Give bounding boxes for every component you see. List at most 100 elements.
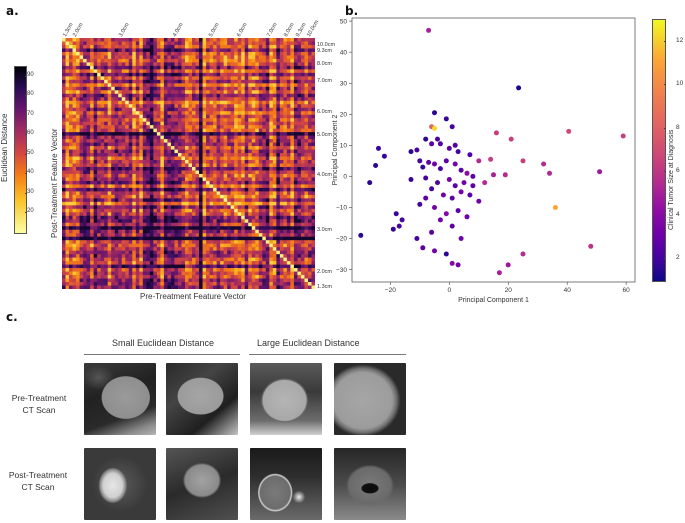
heatmap-cell [293, 86, 298, 91]
heatmap-cell [135, 212, 140, 217]
heatmap-cell [121, 107, 126, 112]
heatmap-cell [100, 229, 105, 234]
heatmap-cell [62, 233, 66, 238]
heatmap-cell [307, 51, 312, 56]
heatmap-cell [297, 55, 302, 60]
heatmap-cell [220, 243, 225, 248]
heatmap-cell [83, 97, 87, 102]
heatmap-cell [149, 107, 154, 112]
heatmap-cell [276, 236, 281, 241]
heatmap-cell [72, 76, 77, 81]
heatmap-cell [234, 114, 239, 119]
heatmap-cell [62, 118, 66, 123]
heatmap-cell [262, 219, 267, 224]
heatmap-cell [86, 233, 91, 238]
heatmap-cell [184, 250, 189, 255]
heatmap-cell [149, 208, 154, 213]
heatmap-cell [255, 201, 260, 206]
heatmap-cell [139, 55, 144, 60]
heatmap-cell [276, 69, 281, 74]
heatmap-cell [76, 132, 80, 137]
heatmap-cell [248, 44, 253, 49]
heatmap-cell [269, 177, 274, 182]
heatmap-cell [241, 243, 246, 248]
heatmap-cell [220, 184, 225, 189]
heatmap-cell [86, 93, 91, 98]
heatmap-cell [76, 201, 80, 206]
heatmap-cell [216, 135, 221, 140]
heatmap-cell [125, 121, 130, 126]
heatmap-cell [304, 76, 309, 81]
heatmap-cell [248, 111, 253, 116]
heatmap-cell [86, 264, 91, 269]
heatmap-cell [163, 240, 168, 245]
heatmap-cell [174, 125, 179, 130]
heatmap-cell [227, 41, 232, 46]
heatmap-cell [202, 226, 207, 231]
heatmap-cell [86, 90, 91, 95]
heatmap-cell [188, 41, 193, 46]
heatmap-cell [111, 212, 116, 217]
heatmap-cell [76, 198, 80, 203]
heatmap-cell [167, 261, 172, 265]
heatmap-cell [230, 97, 235, 102]
heatmap-cell [192, 180, 196, 185]
heatmap-cell [153, 38, 158, 42]
heatmap-cell [153, 226, 158, 231]
heatmap-cell [139, 264, 144, 269]
heatmap-cell [230, 55, 235, 60]
heatmap-cell [244, 62, 249, 67]
heatmap-cell [65, 187, 70, 192]
heatmap-cell [286, 51, 291, 56]
heatmap-cell [265, 104, 270, 109]
heatmap-cell [192, 271, 196, 276]
heatmap-cell [269, 142, 274, 147]
heatmap-cell [283, 219, 288, 224]
heatmap-cell [188, 236, 193, 241]
heatmap-cell [241, 194, 246, 199]
heatmap-cell [202, 180, 207, 185]
heatmap-cell [93, 118, 98, 123]
heatmap-cell [69, 191, 73, 196]
heatmap-cell [72, 233, 77, 238]
heatmap-cell [237, 198, 242, 203]
heatmap-cell [135, 229, 140, 234]
heatmap-cell [118, 212, 123, 217]
heatmap-cell [156, 187, 161, 192]
heatmap-cell [167, 142, 172, 147]
heatmap-cell [283, 146, 288, 150]
heatmap-cell [139, 79, 144, 84]
heatmap-cell [97, 166, 102, 171]
heatmap-cell [62, 76, 66, 81]
heatmap-cell [149, 278, 154, 283]
heatmap-cell [69, 97, 73, 102]
heatmap-cell [248, 191, 253, 196]
heatmap-cell [90, 58, 95, 63]
heatmap-cell [111, 121, 116, 126]
heatmap-cell [125, 111, 130, 116]
heatmap-cell [114, 191, 119, 196]
heatmap-cell [279, 44, 284, 49]
heatmap-cell [156, 41, 161, 46]
heatmap-cell [177, 208, 182, 213]
heatmap-cell [202, 177, 207, 182]
heatmap-cell [90, 100, 95, 105]
heatmap-cell [290, 93, 295, 98]
heatmap-cell [149, 76, 154, 81]
heatmap-cell [177, 163, 182, 168]
heatmap-cell [255, 149, 260, 154]
heatmap-cell [107, 184, 112, 189]
heatmap-cell [125, 97, 130, 102]
heatmap-cell [146, 180, 151, 185]
heatmap-cell [149, 90, 154, 95]
heatmap-cell [156, 111, 161, 116]
heatmap-cell [181, 142, 186, 147]
heatmap-cell [206, 153, 210, 157]
heatmap-cell [69, 177, 73, 182]
heatmap-cell [125, 118, 130, 123]
heatmap-cell [177, 271, 182, 276]
heatmap-cell [279, 191, 284, 196]
heatmap-cell [195, 177, 200, 182]
heatmap-cell [276, 254, 281, 259]
heatmap-cell [262, 257, 267, 262]
